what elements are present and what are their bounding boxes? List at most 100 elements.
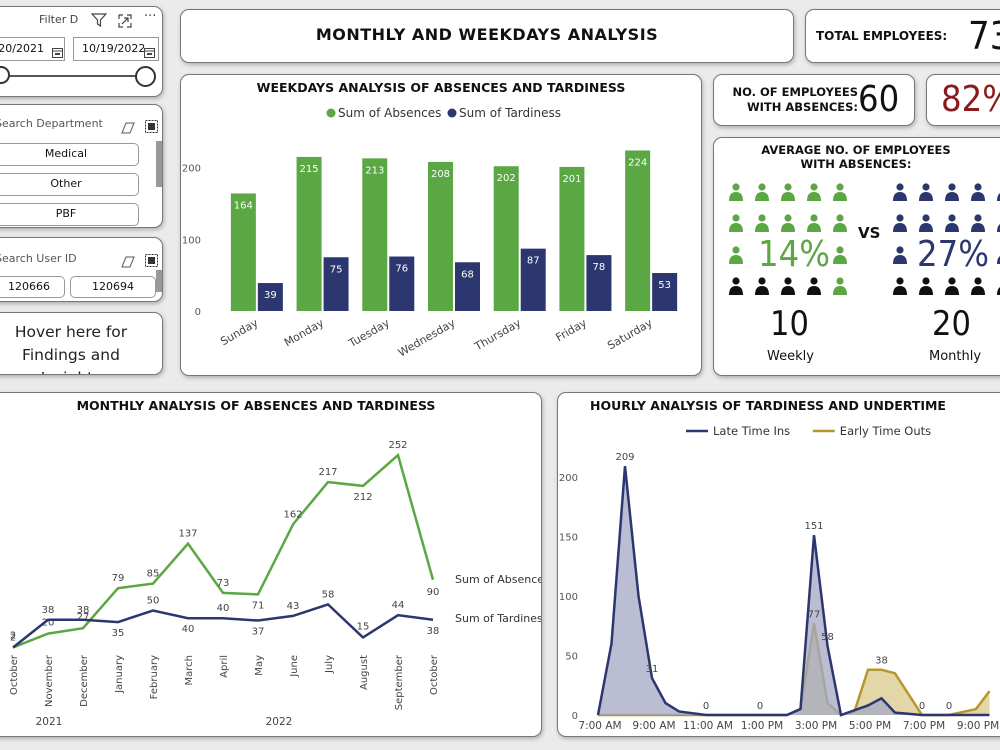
point-value-label: 31: [646, 664, 659, 675]
person-icon-body: [893, 192, 907, 201]
point-value-label: 35: [112, 628, 125, 639]
department-option[interactable]: PBF: [0, 203, 139, 226]
absence-bar: [428, 161, 453, 311]
date-slicer[interactable]: Filter Date ··· 10/20/2021 10/19/2022: [0, 6, 163, 97]
x-tick-label: 7:00 AM: [578, 720, 621, 732]
legend-marker: [447, 108, 457, 118]
series-end-label: Sum of Absences: [455, 573, 542, 586]
tardiness-bar: [520, 248, 546, 311]
person-icon: [893, 214, 907, 232]
scrollbar[interactable]: [156, 270, 162, 292]
end-date-input[interactable]: 10/19/2022: [73, 37, 159, 61]
series-end-label: Sum of Tardiness: [455, 612, 542, 625]
filter-icon[interactable]: [90, 12, 108, 31]
person-icon: [781, 183, 795, 201]
date-range-handle-start[interactable]: [0, 66, 10, 84]
point-value-label: 43: [287, 601, 300, 612]
point-value-label: 137: [178, 529, 197, 540]
person-icon-body: [729, 255, 743, 264]
point-value-label: 15: [357, 621, 370, 632]
person-icon: [919, 214, 933, 232]
y-tick-label: 0: [195, 307, 201, 318]
y-tick-label: 0: [572, 711, 578, 722]
bar-value-label: 215: [300, 164, 319, 175]
total-employees-value: 73: [968, 14, 1000, 58]
person-icon: [997, 287, 1000, 295]
person-icon-head: [896, 277, 904, 285]
point-value-label: 0: [703, 701, 709, 712]
department-option[interactable]: Other: [0, 173, 139, 196]
person-icon-body: [971, 286, 985, 295]
x-tick-label: September: [394, 654, 405, 710]
date-range-handle-end[interactable]: [135, 66, 156, 87]
page-title-card: MONTHLY AND WEEKDAYS ANALYSIS: [180, 9, 794, 63]
bar-value-label: 224: [628, 157, 647, 168]
absence-bar: [625, 150, 651, 311]
y-tick-label: 150: [559, 532, 578, 543]
person-icon: [893, 246, 907, 264]
date-range-track[interactable]: [0, 75, 147, 77]
monthly-chart-card: MONTHLY ANALYSIS OF ABSENCES AND TARDINE…: [0, 392, 542, 737]
person-icon-body: [781, 286, 795, 295]
calendar-icon[interactable]: [144, 43, 155, 62]
person-icon: [781, 214, 795, 232]
user-id-option[interactable]: 120694: [70, 276, 156, 298]
more-options-icon[interactable]: ···: [144, 9, 157, 24]
person-icon: [945, 183, 959, 201]
point-value-label: 252: [388, 440, 407, 451]
monthly-chart-title: MONTHLY ANALYSIS OF ABSENCES AND TARDINE…: [76, 398, 436, 413]
select-all-icon[interactable]: [145, 118, 158, 137]
person-icon-head: [758, 277, 766, 285]
person-icon-head: [784, 183, 792, 191]
person-icon: [997, 224, 1000, 232]
person-icon-head: [784, 214, 792, 222]
person-icon: [997, 193, 1000, 201]
x-tick-label: May: [254, 655, 265, 676]
person-icon-body: [893, 223, 907, 232]
bar-value-label: 53: [658, 280, 671, 291]
person-icon: [919, 183, 933, 201]
department-option[interactable]: Medical: [0, 143, 139, 166]
tardiness-bar: [323, 257, 349, 311]
user-search-input[interactable]: Search User ID: [0, 252, 77, 265]
person-icon-body: [807, 286, 821, 295]
department-search-input[interactable]: Search Department: [0, 117, 103, 130]
person-icon-head: [896, 214, 904, 222]
point-value-label: 0: [757, 701, 763, 712]
x-tick-label: October: [9, 654, 20, 695]
insights-button-label: Hover here for Findings and Insights: [14, 323, 128, 374]
eraser-icon[interactable]: [121, 253, 135, 272]
person-icon: [971, 214, 985, 232]
x-tick-label: June: [289, 655, 300, 678]
person-icon: [807, 214, 821, 232]
legend-marker: [326, 108, 336, 118]
x-tick-label: Friday: [554, 316, 590, 344]
person-icon: [755, 183, 769, 201]
person-icon-body: [919, 286, 933, 295]
focus-mode-icon[interactable]: [118, 13, 132, 32]
absence-bar: [559, 166, 585, 311]
department-slicer[interactable]: Search Department Medical Other PBF: [0, 104, 163, 228]
person-icon-head: [836, 246, 844, 254]
eraser-icon[interactable]: [121, 119, 135, 138]
average-employees-panel: AVERAGE NO. OF EMPLOYEES WITH ABSENCES: …: [713, 137, 1000, 376]
calendar-icon[interactable]: [52, 43, 63, 62]
person-icon-body: [945, 223, 959, 232]
scrollbar[interactable]: [156, 141, 162, 187]
x-tick-label: October: [429, 654, 440, 695]
hourly-area-chart: Late Time Ins Early Time Outs 0 50 100 150 200…: [559, 424, 999, 732]
late-time-ins-area: [598, 466, 990, 715]
user-id-option[interactable]: 120666: [0, 276, 65, 298]
select-all-icon[interactable]: [145, 252, 158, 271]
start-date-input[interactable]: 10/20/2021: [0, 37, 65, 61]
person-icon-body: [919, 223, 933, 232]
monthly-line-chart: 2 20 27 79 85 137 73 71 162 217 212 252 90 Sum of Abs…: [9, 440, 542, 728]
point-value-label: 40: [217, 603, 230, 614]
person-icon-head: [732, 183, 740, 191]
user-id-slicer[interactable]: Search User ID 120666 120694: [0, 237, 163, 302]
point-value-label: 58: [821, 632, 834, 643]
year-label: 2021: [36, 716, 63, 728]
vs-label: VS: [858, 224, 881, 242]
insights-button[interactable]: Hover here for Findings and Insights: [0, 312, 163, 375]
person-icon-body: [755, 223, 769, 232]
